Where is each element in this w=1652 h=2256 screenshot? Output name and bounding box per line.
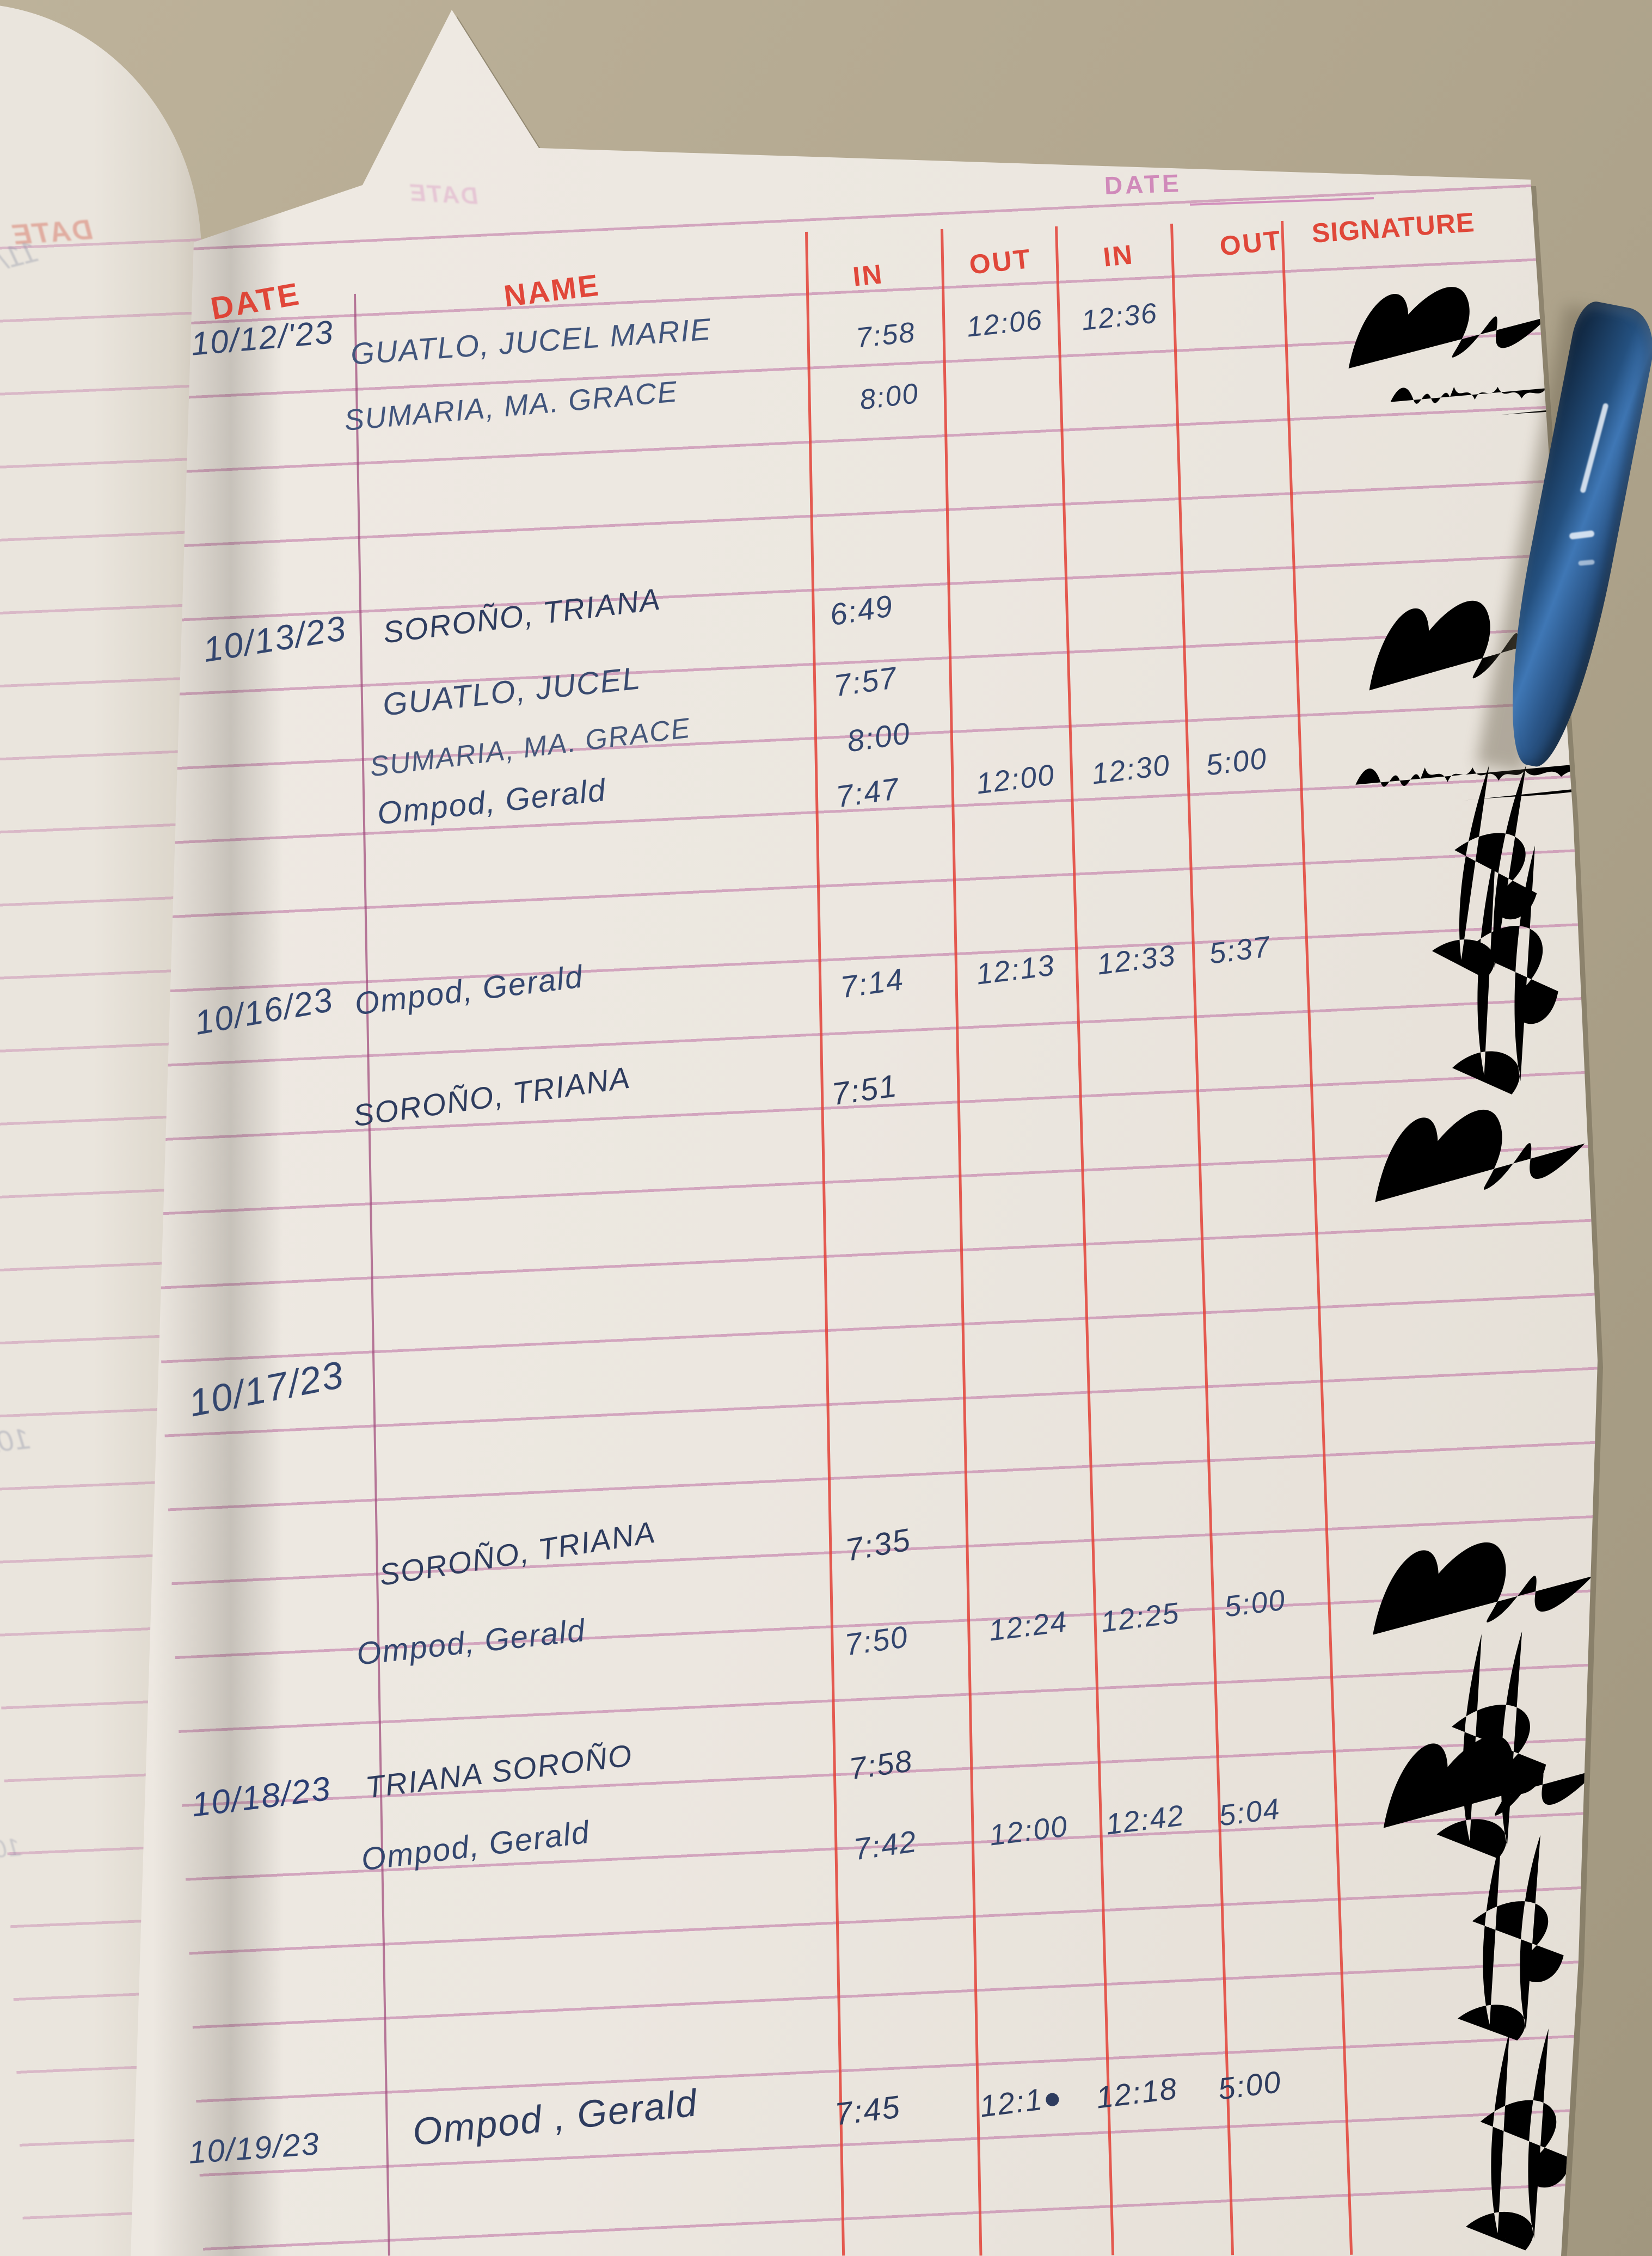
printed-date-label: DATE bbox=[1104, 169, 1182, 200]
header-cell-out-am: OUT bbox=[968, 243, 1033, 280]
signature-scribble bbox=[1452, 845, 1558, 1095]
signature-scribble bbox=[1466, 2028, 1572, 2251]
header-cell-out-pm: OUT bbox=[1218, 225, 1283, 262]
signature-scribble bbox=[1375, 1109, 1585, 1202]
ghost-text-mirrored-date-pink: DATE bbox=[408, 179, 479, 210]
time-in-am: 7:58 bbox=[855, 316, 917, 354]
header-cell-in-am: IN bbox=[851, 259, 885, 292]
header-cell-in-pm: IN bbox=[1102, 239, 1135, 273]
